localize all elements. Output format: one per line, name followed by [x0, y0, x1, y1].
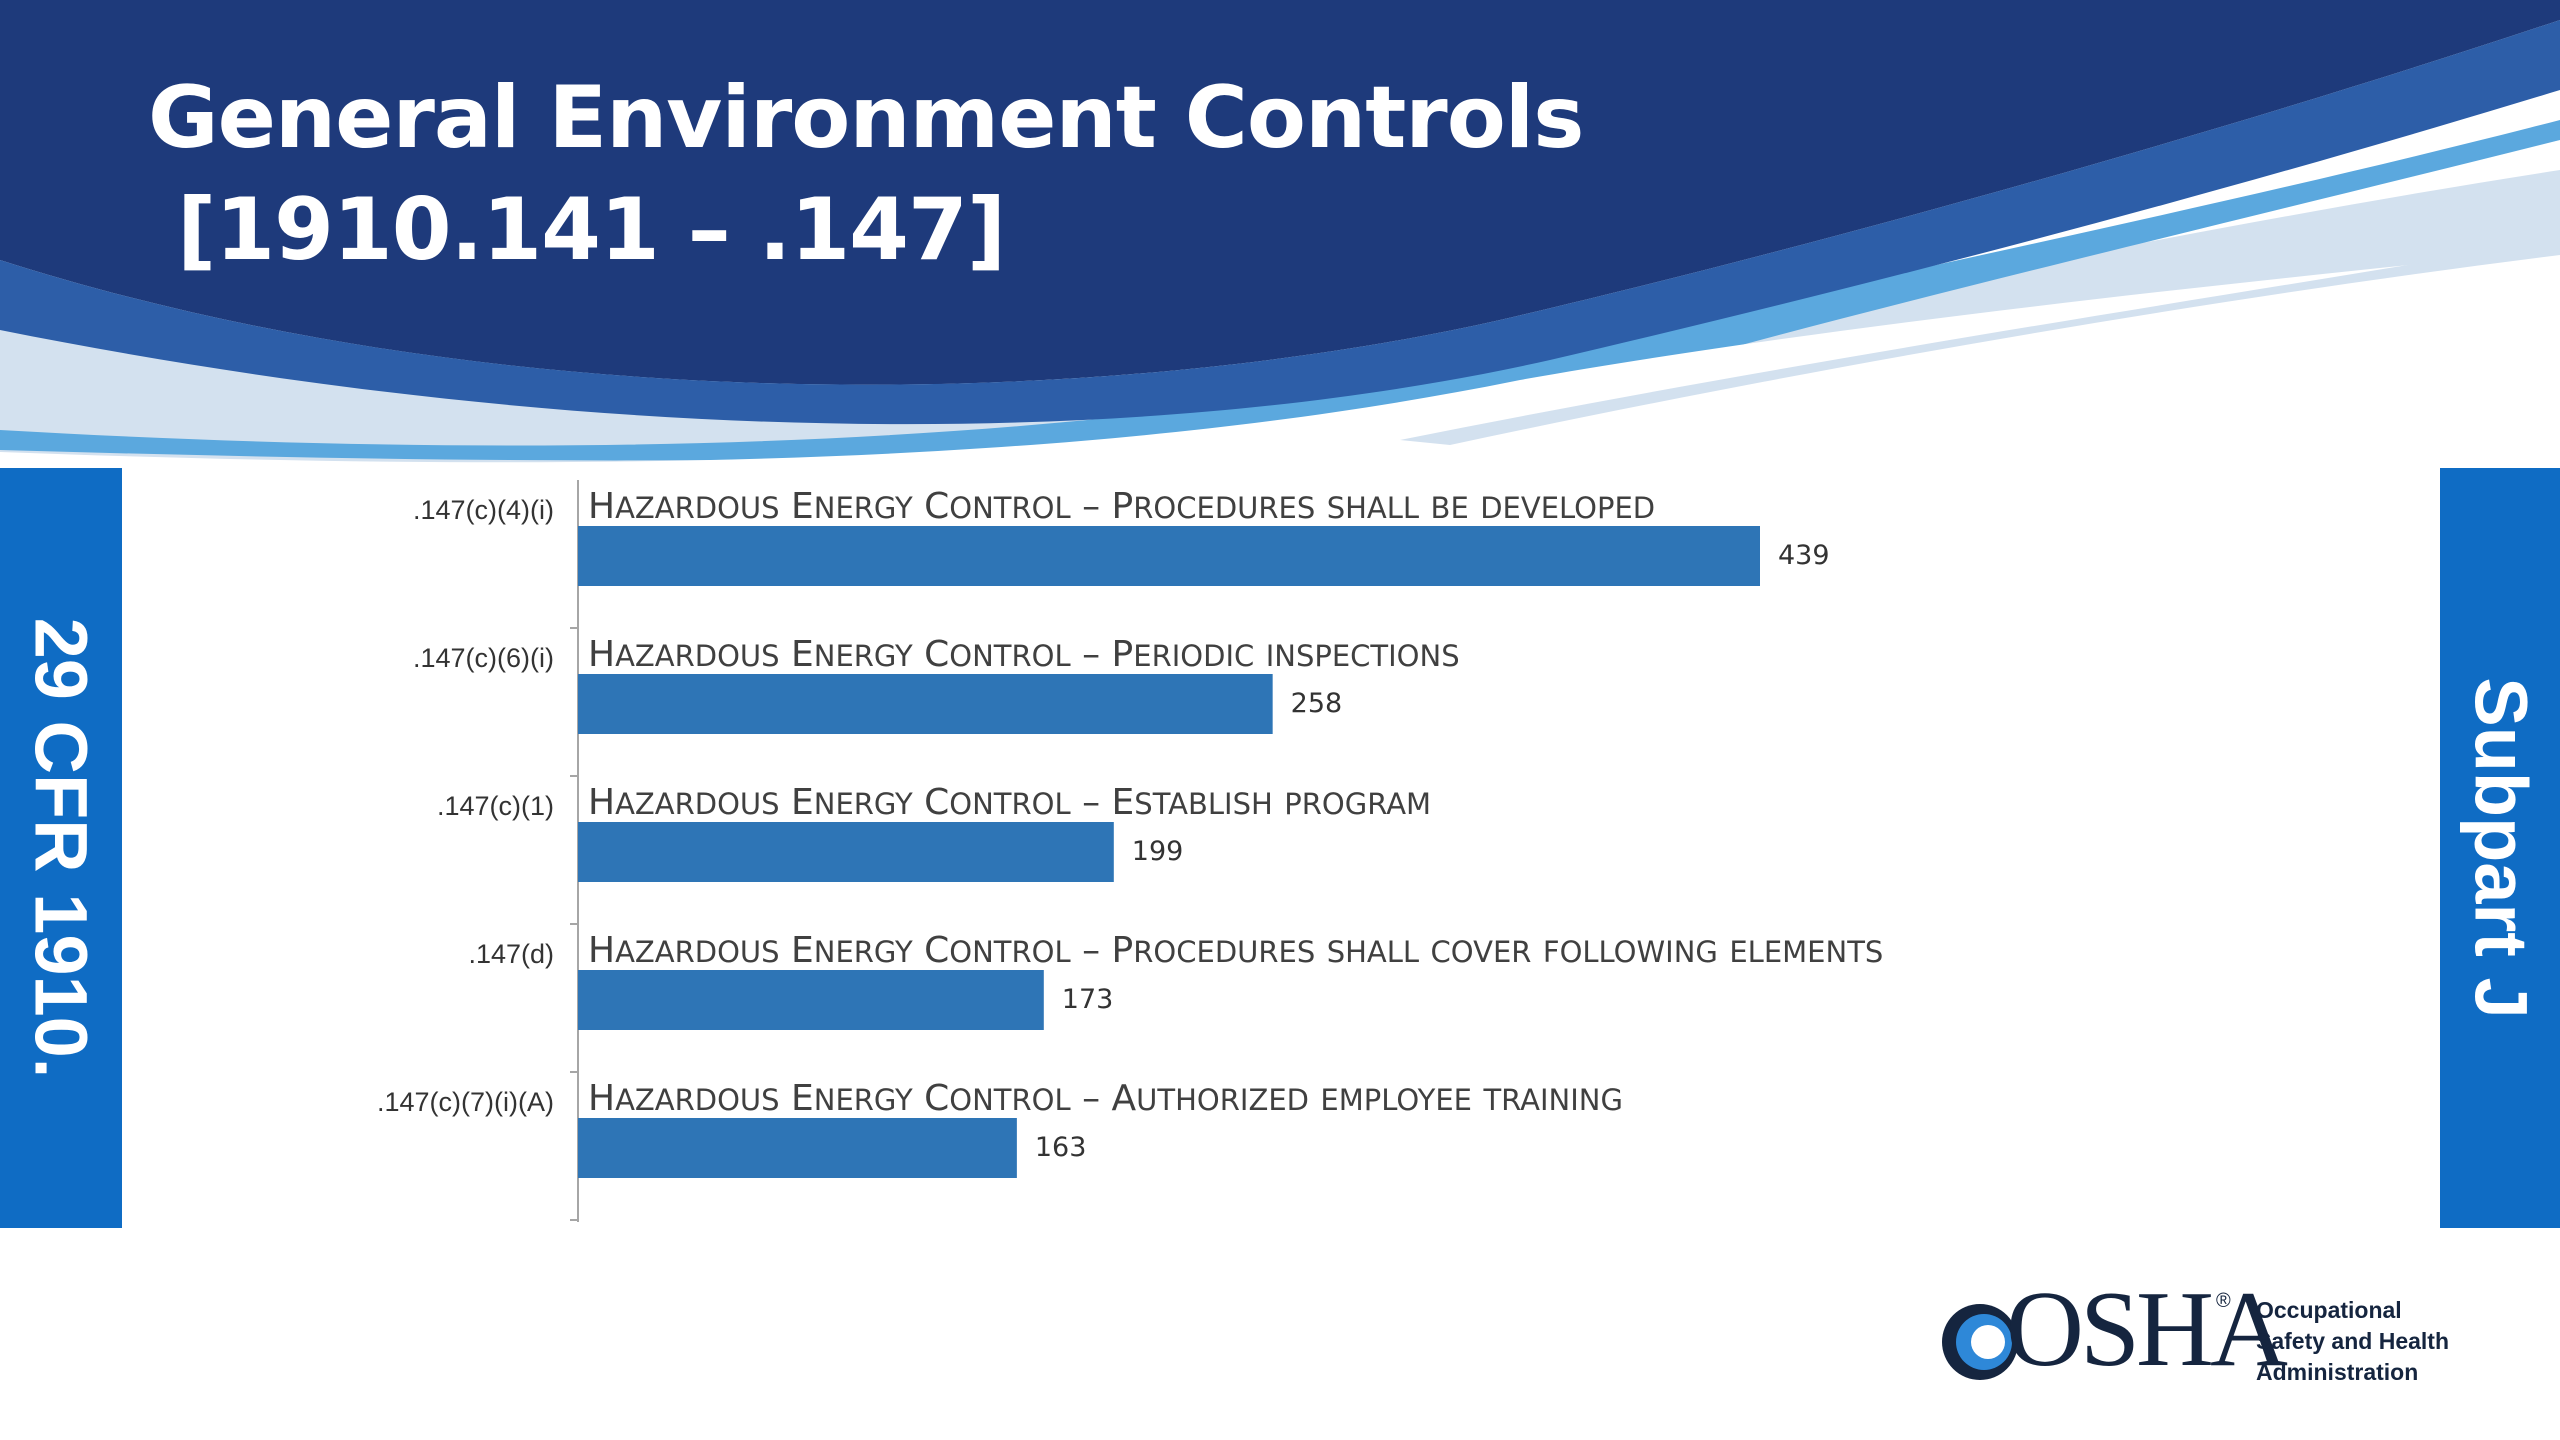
value-label: 173 [1062, 984, 1114, 1015]
navy-band [0, 0, 2560, 385]
bar [578, 822, 1114, 882]
osha-globe-icon [1942, 1304, 2018, 1380]
header-wave-background [0, 0, 2560, 470]
osha-org-name: Occupational Safety and Health Administr… [2256, 1295, 2486, 1388]
bar [578, 970, 1044, 1030]
bar-title: HAZARDOUS ENERGY CONTROL – PERIODIC INSP… [588, 634, 1460, 675]
mid-blue-wave [0, 20, 2560, 425]
bar-title: HAZARDOUS ENERGY CONTROL – ESTABLISH PRO… [588, 782, 1431, 823]
org-line-2: Safety and Health [2256, 1328, 2449, 1354]
value-label: 163 [1035, 1132, 1087, 1163]
right-side-band: Subpart J [2440, 468, 2560, 1228]
registered-mark: ® [2216, 1290, 2231, 1312]
osha-wordmark: OSHA [2006, 1270, 2288, 1389]
value-label: 258 [1291, 688, 1343, 719]
org-line-1: Occupational [2256, 1297, 2402, 1323]
category-label: .147(c)(4)(i) [413, 495, 554, 525]
left-side-band: 29 CFR 1910. [0, 468, 122, 1228]
bar [578, 674, 1273, 734]
org-line-3: Administration [2256, 1359, 2419, 1385]
bar-title: HAZARDOUS ENERGY CONTROL – PROCEDURES SH… [588, 486, 1655, 527]
bar [578, 1118, 1017, 1178]
category-label: .147(c)(1) [437, 791, 554, 821]
value-label: 199 [1132, 836, 1184, 867]
category-label: .147(d) [468, 939, 554, 969]
category-label: .147(c)(6)(i) [413, 643, 554, 673]
bar [578, 526, 1760, 586]
white-bottom [0, 250, 2560, 470]
value-label: 439 [1778, 540, 1830, 571]
category-label: .147(c)(7)(i)(A) [377, 1087, 554, 1117]
bar-title: HAZARDOUS ENERGY CONTROL – AUTHORIZED EM… [588, 1078, 1623, 1119]
slide-title: General Environment Controls [1910.141 –… [148, 68, 1584, 280]
bar-title: HAZARDOUS ENERGY CONTROL – PROCEDURES SH… [588, 930, 1883, 971]
pale-sweep [1400, 240, 2560, 445]
